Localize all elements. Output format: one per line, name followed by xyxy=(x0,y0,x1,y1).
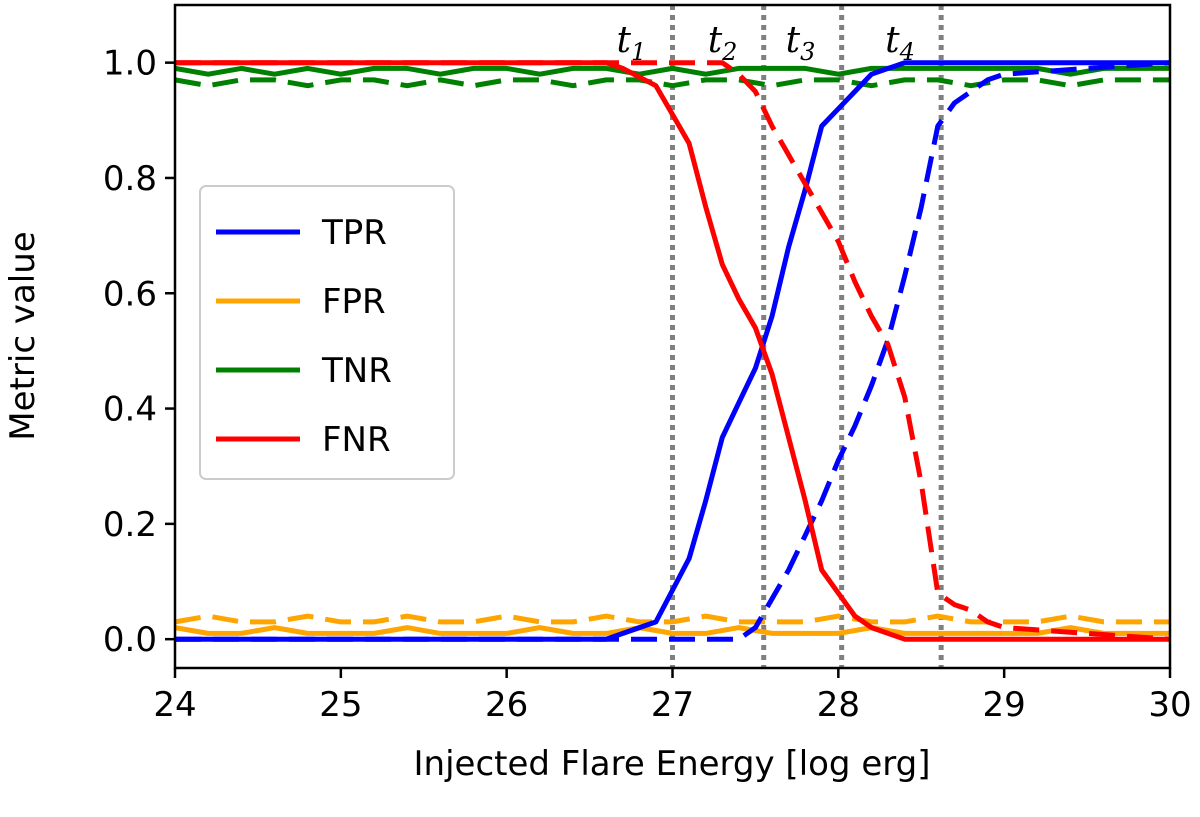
legend-items: TPR FPR TNR FNR xyxy=(216,213,392,460)
legend-label-tnr: TNR xyxy=(321,351,392,391)
x-tick-label: 27 xyxy=(651,685,694,725)
x-tick-label: 26 xyxy=(485,685,528,725)
legend-label-fpr: FPR xyxy=(322,282,386,322)
series-fnr-solid xyxy=(175,60,1170,642)
y-tick-label: 1.0 xyxy=(103,44,157,84)
y-axis-label: Metric value xyxy=(3,231,43,440)
x-axis-label: Injected Flare Energy [log erg] xyxy=(414,744,931,784)
series-tpr-solid xyxy=(175,60,1170,642)
legend-label-tpr: TPR xyxy=(321,213,387,253)
series-lines xyxy=(174,60,1171,642)
x-axis-ticks: 24 25 26 27 28 29 30 xyxy=(153,668,1192,725)
series-tpr-dashed xyxy=(175,60,1171,642)
threshold-label-4: t4 xyxy=(885,20,915,66)
series-tnr-solid xyxy=(174,65,1170,77)
x-tick-label: 24 xyxy=(153,685,196,725)
threshold-labels: t1 t2 t3 t4 xyxy=(617,20,915,66)
threshold-label-3: t3 xyxy=(786,20,816,66)
legend-label-fnr: FNR xyxy=(322,420,391,460)
y-tick-label: 0.4 xyxy=(103,390,157,430)
legend: TPR FPR TNR FNR xyxy=(199,185,455,480)
threshold-label-2: t2 xyxy=(708,20,738,66)
y-tick-label: 0.6 xyxy=(103,274,157,314)
x-tick-label: 28 xyxy=(817,685,860,725)
series-fpr-solid xyxy=(174,625,1170,636)
x-tick-label: 29 xyxy=(983,685,1026,725)
series-fpr-dashed xyxy=(174,613,1170,625)
y-tick-label: 0.0 xyxy=(103,620,157,660)
y-tick-label: 0.2 xyxy=(103,505,157,545)
series-tnr-dashed xyxy=(174,77,1170,89)
x-tick-label: 30 xyxy=(1148,685,1191,725)
y-tick-label: 0.8 xyxy=(103,159,157,199)
legend-frame xyxy=(199,185,455,480)
x-tick-label: 25 xyxy=(319,685,362,725)
threshold-label-1: t1 xyxy=(617,20,647,66)
y-axis-ticks: 0.0 0.2 0.4 0.6 0.8 1.0 xyxy=(103,44,175,660)
